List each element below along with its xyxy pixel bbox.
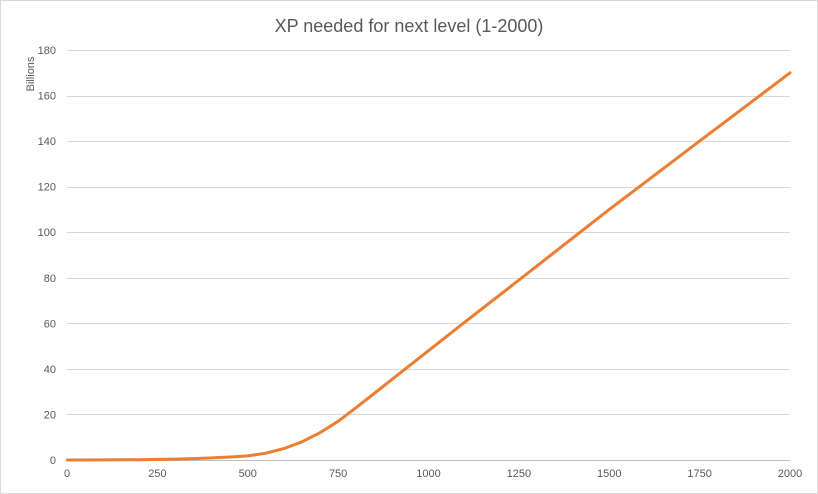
y-tick-label: 160	[38, 91, 56, 103]
x-tick-label: 2000	[778, 468, 802, 480]
y-tick-label: 100	[38, 227, 56, 239]
x-tick-label: 1000	[416, 468, 440, 480]
y-tick-label: 180	[38, 45, 56, 57]
y-axis-unit-label: Billions	[25, 56, 37, 91]
y-tick-label: 0	[50, 455, 56, 467]
series-line	[65, 71, 792, 462]
y-tick-label: 20	[44, 409, 56, 421]
gridlines	[67, 50, 790, 461]
x-tick-label: 750	[329, 468, 347, 480]
y-tick-label: 60	[44, 318, 56, 330]
x-tick-label: 0	[64, 468, 70, 480]
series-layer	[65, 71, 792, 462]
y-tick-label: 80	[44, 273, 56, 285]
chart-title: XP needed for next level (1-2000)	[275, 16, 544, 36]
x-tick-label: 1500	[597, 468, 621, 480]
x-tick-label: 250	[148, 468, 166, 480]
y-tick-label: 140	[38, 136, 56, 148]
y-tick-label: 120	[38, 182, 56, 194]
tick-labels: 0 20 40 60 80 100 120 140 160 180 0 250 500 750 1000 12…	[38, 45, 803, 480]
x-tick-label: 1750	[687, 468, 711, 480]
y-tick-label: 40	[44, 364, 56, 376]
x-tick-label: 1250	[507, 468, 531, 480]
x-tick-label: 500	[239, 468, 257, 480]
